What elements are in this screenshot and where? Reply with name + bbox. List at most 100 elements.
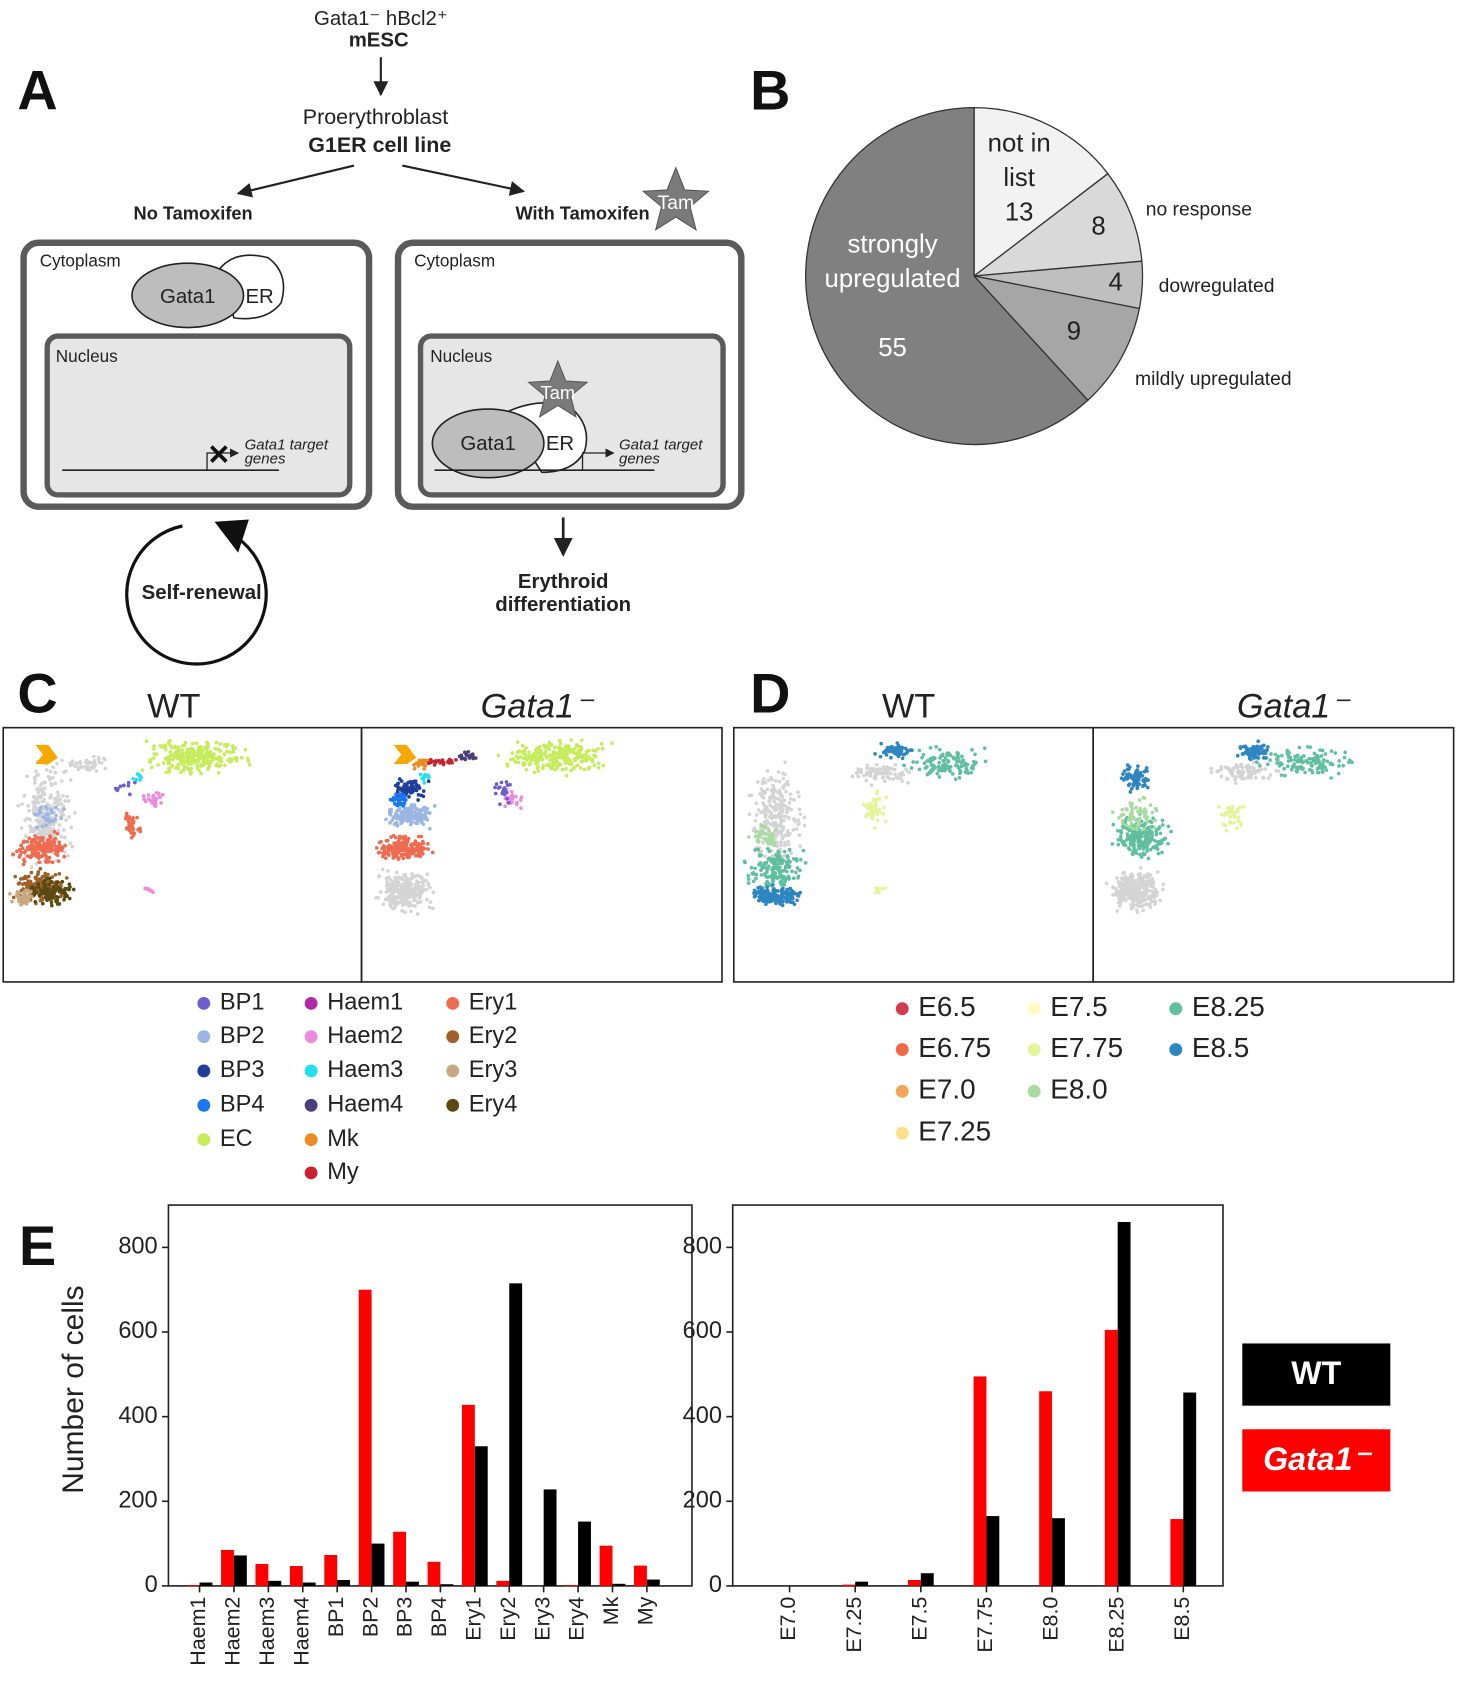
embedding-point — [1316, 760, 1320, 764]
embedding-point — [1161, 888, 1165, 892]
embedding-point — [889, 772, 893, 776]
embedding-point — [148, 760, 152, 764]
embedding-point — [153, 800, 157, 804]
embedding-point — [49, 793, 53, 797]
embedding-point — [77, 766, 81, 770]
embedding-point — [199, 772, 203, 776]
embedding-point — [889, 756, 893, 760]
embedding-point — [1118, 892, 1122, 896]
bar — [974, 1376, 987, 1585]
embedding-point — [564, 754, 568, 758]
embedding-point — [1141, 891, 1145, 895]
embedding-point — [416, 874, 420, 878]
embedding-point — [954, 757, 958, 761]
embedding-point — [18, 855, 22, 859]
embedding-point — [30, 871, 34, 875]
bar — [303, 1583, 316, 1586]
embedding-point — [923, 761, 927, 765]
embedding-point — [1139, 809, 1143, 813]
embedding-point — [62, 807, 66, 811]
legend-label: EC — [220, 1126, 253, 1152]
embedding-point — [248, 763, 252, 767]
embedding-point — [1166, 842, 1170, 846]
embedding-point — [929, 757, 933, 761]
embedding-point — [1146, 778, 1150, 782]
embedding-point — [766, 867, 770, 871]
panel-label: B — [750, 59, 790, 121]
embedding-point — [44, 817, 48, 821]
embedding-point — [149, 888, 153, 892]
embedding-point — [1127, 846, 1131, 850]
embedding-point — [131, 827, 135, 831]
embedding-point — [762, 796, 766, 800]
embedding-point — [1246, 776, 1250, 780]
compartment-label: Cytoplasm — [40, 251, 121, 271]
embedding-point — [167, 767, 171, 771]
embedding-point — [1310, 764, 1314, 768]
embedding-point — [774, 875, 778, 879]
embedding-point — [1141, 900, 1145, 904]
embedding-point — [768, 796, 772, 800]
tamoxifen-label: Tam — [658, 193, 694, 214]
legend-label: E8.0 — [1050, 1074, 1107, 1105]
embedding-point — [544, 756, 548, 760]
embedding-point — [1347, 760, 1351, 764]
embedding-point — [877, 890, 881, 894]
embedding-point — [764, 815, 768, 819]
embedding-point — [1135, 831, 1139, 835]
embedding-point — [1133, 817, 1137, 821]
embedding-point — [199, 748, 203, 752]
embedding-point — [511, 751, 515, 755]
embedding-point — [21, 846, 25, 850]
embedding-point — [135, 816, 139, 820]
embedding-point — [185, 766, 189, 770]
embedding-point — [427, 882, 431, 886]
embedding-point — [550, 753, 554, 757]
embedding-point — [1316, 771, 1320, 775]
embedding-point — [406, 846, 410, 850]
bar — [634, 1566, 647, 1586]
x-tick-label: E8.25 — [1104, 1597, 1128, 1653]
embedding-point — [33, 778, 37, 782]
embedding-point — [125, 812, 129, 816]
x-tick-label: Haem4 — [289, 1597, 313, 1666]
embedding-point — [1320, 765, 1324, 769]
embedding-point — [55, 762, 59, 766]
embedding-point — [64, 818, 68, 822]
embedding-point — [225, 750, 229, 754]
panel-label: A — [17, 59, 57, 121]
embedding-point — [803, 816, 807, 820]
embedding-point — [421, 880, 425, 884]
embedding-point — [103, 767, 107, 771]
embedding-point — [798, 844, 802, 848]
embedding-point — [208, 750, 212, 754]
embedding-point — [772, 861, 776, 865]
embedding-point — [41, 824, 45, 828]
embedding-point — [1124, 823, 1128, 827]
embedding-point — [51, 765, 55, 769]
embedding-point — [551, 757, 555, 761]
embedding-point — [779, 840, 783, 844]
embedding-point — [27, 809, 31, 813]
embedding-point — [803, 824, 807, 828]
embedding-point — [1229, 808, 1233, 812]
embedding-point — [378, 874, 382, 878]
embedding-point — [494, 792, 498, 796]
embedding-point — [1155, 894, 1159, 898]
embedding-point — [1111, 823, 1115, 827]
embedding-point — [397, 800, 401, 804]
embedding-point — [375, 846, 379, 850]
embedding-point — [401, 878, 405, 882]
embedding-point — [60, 758, 64, 762]
embedding-point — [759, 824, 763, 828]
embedding-point — [1132, 784, 1136, 788]
embedding-point — [122, 784, 126, 788]
embedding-point — [900, 749, 904, 753]
embedding-point — [1136, 764, 1140, 768]
embedding-point — [38, 867, 42, 871]
legend-marker — [1028, 1002, 1041, 1015]
embedding-point — [1209, 767, 1213, 771]
bar — [406, 1582, 419, 1586]
embedding-point — [53, 837, 57, 841]
